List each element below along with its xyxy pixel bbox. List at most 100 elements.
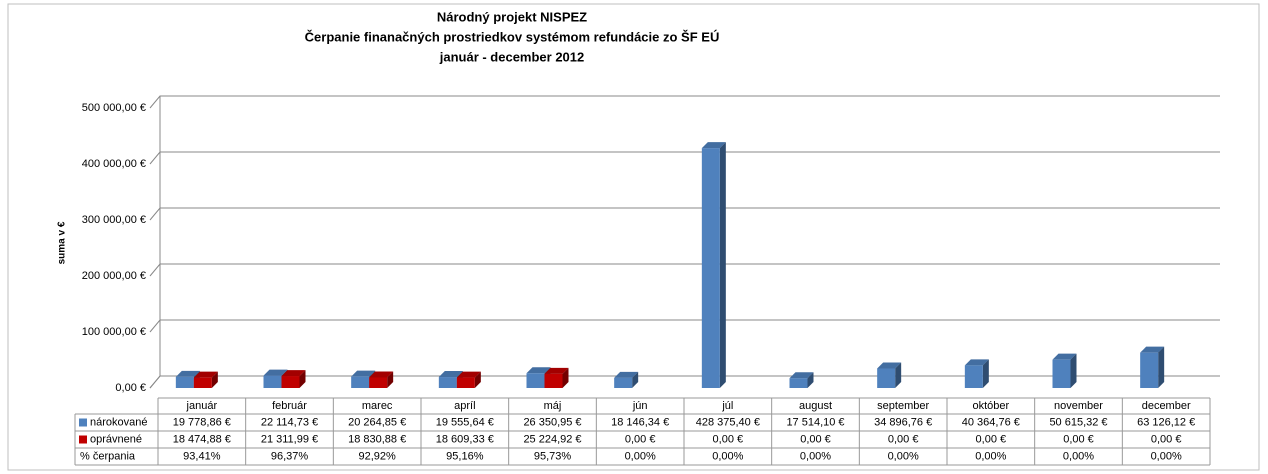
grid-line — [149, 151, 1220, 165]
bar — [1140, 352, 1159, 388]
bar-top — [281, 370, 306, 377]
legend-label: nárokované — [90, 416, 148, 428]
bar-top — [526, 367, 551, 374]
bar — [438, 377, 457, 388]
bar-top — [369, 371, 394, 378]
x-tick-label: apríl — [454, 400, 475, 412]
table-value: 17 514,10 € — [786, 416, 844, 428]
chart-title: Čerpanie finanačných prostriedkov systém… — [305, 29, 720, 44]
x-tick-label: september — [877, 400, 929, 412]
rate-value: 0,00% — [888, 450, 919, 462]
grid-line — [149, 263, 1220, 277]
bar-top — [964, 359, 989, 366]
bar-side — [1158, 346, 1165, 388]
y-tick-label: 100 000,00 € — [82, 326, 146, 338]
bar — [351, 376, 370, 388]
table-value: 18 609,33 € — [436, 433, 494, 445]
rate-value: 0,00% — [800, 450, 831, 462]
bar — [789, 378, 808, 388]
x-tick-label: október — [972, 400, 1009, 412]
y-axis-label: suma v € — [57, 221, 68, 264]
rate-value: 93,41% — [183, 450, 221, 462]
bar — [1052, 359, 1071, 388]
bar-side — [719, 142, 726, 388]
rate-value: 95,16% — [446, 450, 484, 462]
rate-value: 0,00% — [975, 450, 1006, 462]
bar-side — [562, 367, 569, 388]
table-value: 18 830,88 € — [348, 433, 406, 445]
bar — [701, 148, 720, 388]
table-value: 34 896,76 € — [874, 416, 932, 428]
rate-name: % čerpania — [80, 450, 136, 462]
bar-top — [614, 371, 639, 378]
bar — [614, 377, 633, 388]
table-value: 0,00 € — [625, 433, 656, 445]
grid-line — [149, 375, 1220, 389]
rate-value: 0,00% — [1063, 450, 1094, 462]
rate-value: 95,73% — [534, 450, 572, 462]
bar-top — [193, 371, 218, 378]
grid-line — [149, 207, 1220, 221]
x-tick-label: marec — [362, 400, 393, 412]
table-value: 22 114,73 € — [261, 416, 318, 428]
rate-value: 92,92% — [359, 450, 397, 462]
legend-label: oprávnené — [90, 433, 142, 445]
y-tick-label: 200 000,00 € — [82, 270, 146, 282]
bar-top — [175, 370, 200, 377]
y-tick-label: 400 000,00 € — [82, 158, 146, 170]
bar — [369, 377, 388, 388]
grid-line — [149, 95, 1220, 109]
bar-top — [1140, 346, 1165, 353]
bar — [544, 373, 563, 388]
bar-side — [982, 359, 989, 388]
bar — [193, 377, 212, 388]
table-value: 50 615,32 € — [1049, 416, 1107, 428]
x-tick-label: august — [799, 400, 832, 412]
bar-top — [877, 362, 902, 369]
table-value: 0,00 € — [1151, 433, 1182, 445]
x-tick-label: december — [1142, 400, 1191, 412]
table-value: 428 375,40 € — [696, 416, 760, 428]
bar-top — [438, 371, 463, 378]
x-tick-label: máj — [544, 400, 562, 412]
bar-side — [474, 371, 481, 388]
bar-side — [1070, 353, 1077, 388]
legend-swatch — [79, 435, 87, 444]
bar-top — [1052, 353, 1077, 360]
bar-side — [299, 370, 306, 388]
table-value: 20 264,85 € — [348, 416, 406, 428]
rate-value: 0,00% — [625, 450, 656, 462]
table-value: 19 778,86 € — [173, 416, 231, 428]
rate-value: 0,00% — [712, 450, 743, 462]
bar — [281, 376, 300, 388]
rate-value: 96,37% — [271, 450, 309, 462]
x-tick-label: november — [1054, 400, 1103, 412]
bar — [964, 365, 983, 388]
bar-top — [544, 367, 569, 374]
bar — [456, 377, 475, 388]
table-value: 18 474,88 € — [173, 433, 231, 445]
bar — [526, 373, 545, 388]
table-value: 26 350,95 € — [523, 416, 581, 428]
table-value: 0,00 € — [1063, 433, 1094, 445]
legend-swatch — [79, 418, 87, 427]
table-value: 0,00 € — [713, 433, 744, 445]
table-value: 0,00 € — [800, 433, 831, 445]
bar-side — [632, 371, 639, 388]
table-value: 0,00 € — [976, 433, 1007, 445]
chart-title: Národný projekt NISPEZ — [437, 9, 587, 24]
bar-side — [211, 371, 218, 388]
bar-top — [456, 371, 481, 378]
x-tick-label: január — [186, 400, 218, 412]
bar-top — [789, 372, 814, 379]
table-value: 19 555,64 € — [436, 416, 494, 428]
table-value: 21 311,99 € — [261, 433, 318, 445]
bar-top — [701, 142, 726, 149]
y-tick-label: 500 000,00 € — [82, 102, 146, 114]
bar-top — [263, 369, 288, 376]
table-value: 25 224,92 € — [523, 433, 581, 445]
bar-top — [351, 370, 376, 377]
table-value: 40 364,76 € — [962, 416, 1020, 428]
